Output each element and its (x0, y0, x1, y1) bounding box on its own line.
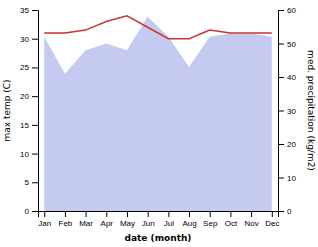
axis-line (39, 212, 279, 218)
tick-mark (210, 211, 211, 217)
tick: 10 (20, 150, 38, 159)
plot: Jan Feb Mar Apr May Jun Jul Aug Sep Oct Nov Dec 0 5 10… (20, 6, 296, 228)
tick-label: 5 (25, 178, 30, 187)
tick-label: May (120, 219, 135, 228)
tick: 10 (278, 174, 296, 183)
tick-label: 20 (20, 92, 29, 101)
tick: 20 (278, 140, 296, 149)
tick-mark (32, 182, 38, 183)
tick-mark (278, 178, 284, 179)
axis-line (32, 11, 39, 212)
tick-label: 35 (20, 6, 29, 15)
tick-mark (278, 77, 284, 78)
y2-axis: 0 10 20 30 40 50 60 (278, 6, 296, 216)
y-axis: 0 5 10 15 20 25 30 35 (20, 6, 38, 216)
tick-label: 50 (287, 40, 296, 49)
tick-label: 20 (287, 140, 296, 149)
tick-mark (272, 211, 273, 217)
tick-label: 40 (287, 73, 296, 82)
tick: Aug (182, 211, 196, 228)
tick-mark (65, 211, 66, 217)
tick-label: 0 (25, 207, 30, 216)
tick-label: 15 (20, 121, 29, 130)
axis-line (279, 11, 285, 212)
area (44, 17, 272, 211)
tick: Apr (101, 211, 114, 228)
tick-label: Jun (142, 219, 155, 228)
tick-mark (278, 111, 284, 112)
line (44, 16, 272, 39)
tick-mark (278, 144, 284, 145)
tick-mark (32, 10, 38, 11)
tick-label: Sep (203, 219, 218, 228)
tick: 15 (20, 121, 38, 130)
tick: 50 (278, 40, 296, 49)
tick: 5 (25, 178, 38, 187)
tick-mark (127, 211, 128, 217)
tick: 25 (20, 63, 38, 72)
tick-mark (251, 211, 252, 217)
tick: 35 (20, 6, 38, 15)
tick-mark (278, 44, 284, 45)
chart: Jan Feb Mar Apr May Jun Jul Aug Sep Oct Nov Dec 0 5 10… (0, 0, 318, 247)
marks (44, 16, 272, 211)
x-axis-title: date (month) (125, 233, 192, 243)
tick-label: Jan (38, 219, 51, 228)
tick-mark (148, 211, 149, 217)
tick: 0 (278, 207, 292, 216)
tick: 0 (25, 207, 38, 216)
tick-label: 30 (287, 107, 296, 116)
tick-mark (32, 154, 38, 155)
tick-mark (32, 125, 38, 126)
tick-mark (106, 211, 107, 217)
tick-label: 10 (287, 174, 296, 183)
tick: Nov (244, 211, 258, 228)
tick: 20 (20, 92, 38, 101)
tick: Sep (203, 211, 218, 228)
tick: Oct (225, 211, 238, 228)
tick: 40 (278, 73, 296, 82)
tick: May (120, 211, 135, 228)
tick-label: Oct (225, 219, 238, 228)
tick-mark (278, 10, 284, 11)
tick-mark (86, 211, 87, 217)
tick-label: 60 (287, 6, 296, 15)
tick-mark (230, 211, 231, 217)
tick: Jun (142, 211, 155, 228)
tick: 30 (20, 35, 38, 44)
tick-label: Mar (79, 219, 93, 228)
tick-mark (32, 96, 38, 97)
tick-label: Feb (58, 219, 72, 228)
tick: 30 (278, 107, 296, 116)
tick-label: 25 (20, 63, 29, 72)
tick-mark (32, 67, 38, 68)
tick: Jul (164, 211, 174, 228)
tick-label: Dec (265, 219, 279, 228)
tick-label: Jul (164, 219, 174, 228)
tick-mark (32, 39, 38, 40)
tick-label: 10 (20, 150, 29, 159)
y2-axis-title: med. precipitation (kg/m2) (306, 50, 316, 171)
tick-mark (278, 211, 284, 212)
tick-label: 30 (20, 35, 29, 44)
tick: Feb (58, 211, 72, 228)
x-axis: Jan Feb Mar Apr May Jun Jul Aug Sep Oct Nov Dec (38, 211, 279, 228)
y-axis-title: max temp (C) (2, 79, 12, 141)
tick-mark (32, 211, 38, 212)
tick-label: Apr (101, 219, 114, 228)
tick: 60 (278, 6, 296, 15)
tick: Mar (79, 211, 93, 228)
tick-label: Aug (182, 219, 196, 228)
tick: Jan (38, 211, 51, 228)
tick: Dec (265, 211, 279, 228)
tick-label: Nov (244, 219, 258, 228)
tick-mark (44, 211, 45, 217)
tick-mark (189, 211, 190, 217)
tick-label: 0 (287, 207, 292, 216)
tick-mark (168, 211, 169, 217)
